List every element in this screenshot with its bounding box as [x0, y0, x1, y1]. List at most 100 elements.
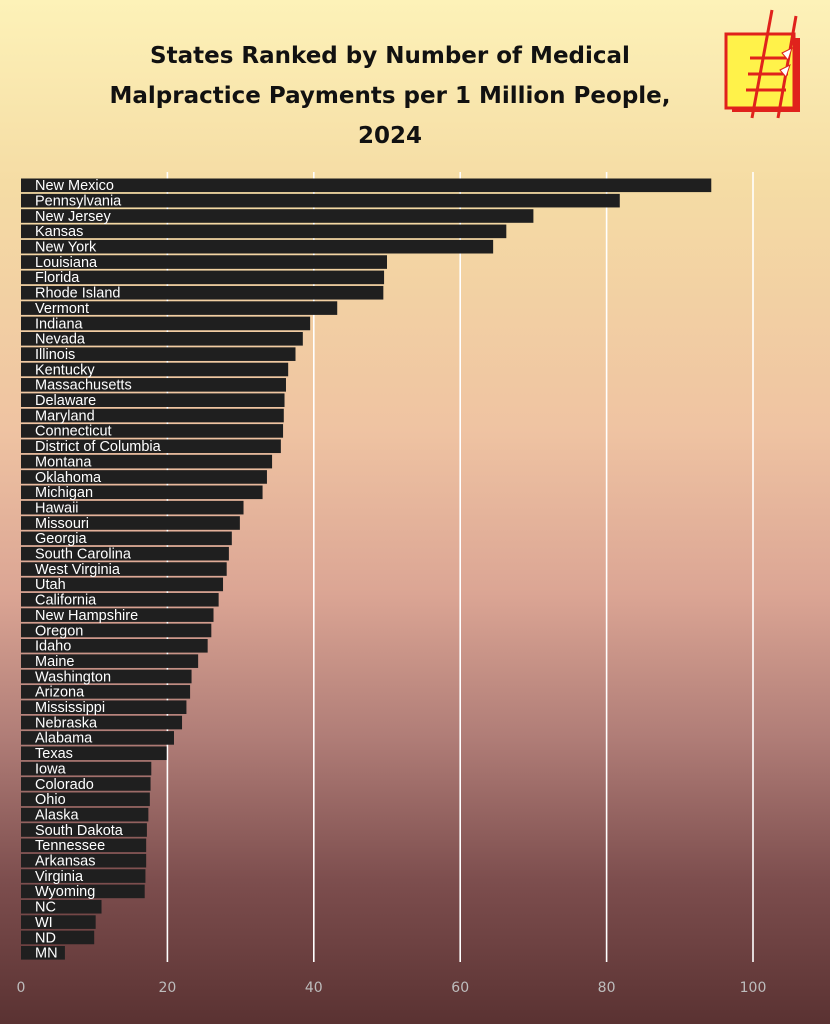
bar [21, 669, 192, 684]
bar [21, 239, 494, 254]
bar-label: Florida [35, 270, 80, 286]
bar-label: Georgia [35, 531, 88, 547]
chart-title-line-3: 2024 [357, 123, 422, 149]
bar-label: Idaho [35, 639, 71, 655]
bar-label: Nebraska [35, 715, 98, 731]
bar-label: South Carolina [35, 547, 132, 563]
bar [21, 700, 187, 714]
bar-label: Alabama [35, 731, 93, 747]
bar [21, 792, 150, 807]
bar [21, 592, 219, 607]
bar-label: California [35, 593, 97, 609]
bar-label: Texas [35, 746, 73, 762]
bar-label: Maine [35, 654, 75, 670]
bar-label: Wyoming [35, 884, 95, 900]
bar-label: Maryland [35, 408, 95, 424]
x-tick-label: 60 [451, 980, 469, 996]
bar-label: Illinois [35, 347, 75, 363]
bar-label: MN [35, 946, 58, 962]
x-tick-label: 0 [17, 980, 26, 996]
bar-label: Massachusetts [35, 378, 132, 394]
bar-label: Washington [35, 669, 111, 685]
bar [21, 869, 146, 883]
bar [21, 347, 296, 361]
bar-label: Kentucky [35, 362, 95, 378]
bar [21, 378, 286, 392]
bar-label: Michigan [35, 485, 93, 501]
bar [21, 178, 712, 193]
bar [21, 285, 384, 300]
bar-label: Mississippi [35, 700, 105, 716]
bar [21, 224, 507, 239]
bar [21, 270, 385, 285]
bar-label: Oklahoma [35, 470, 102, 486]
bar [21, 915, 96, 929]
bar [21, 301, 338, 315]
bar [21, 731, 174, 745]
bar-label: Indiana [35, 316, 84, 332]
x-tick-label: 20 [158, 980, 176, 996]
chart-title: States Ranked by Number of Medical Malpr… [90, 36, 690, 156]
bar-label: New Hampshire [35, 608, 138, 624]
ladder-logo-icon [724, 9, 800, 119]
bar-label: South Dakota [35, 823, 124, 839]
bar [21, 823, 147, 837]
x-tick-label: 80 [598, 980, 616, 996]
bar-label: Delaware [35, 393, 96, 409]
bar [21, 439, 281, 454]
bar [21, 209, 534, 223]
chart-title-line-2: Malpractice Payments per 1 Million Peopl… [109, 83, 671, 109]
bar [21, 500, 244, 515]
bar [21, 761, 152, 776]
bar [21, 531, 232, 546]
bar-label: ND [35, 930, 56, 946]
bar [21, 255, 387, 269]
bar-label: Alaska [35, 807, 79, 823]
bar-label: Arkansas [35, 854, 95, 870]
chart-title-line-1: States Ranked by Number of Medical [150, 43, 630, 69]
bar [21, 577, 224, 592]
bar [21, 777, 151, 791]
bar-label: WI [35, 915, 53, 931]
bar [21, 393, 285, 407]
bar [21, 715, 183, 730]
bar-label: Montana [35, 454, 92, 470]
bar [21, 639, 208, 653]
bar [21, 470, 267, 484]
bar [21, 884, 145, 899]
bar-label: Arizona [35, 685, 85, 701]
bar [21, 562, 227, 576]
bar-label: New Jersey [35, 209, 111, 225]
bar [21, 316, 311, 331]
bar [21, 899, 102, 914]
x-tick-label: 40 [305, 980, 323, 996]
bar [21, 485, 263, 500]
bar-label: Vermont [35, 301, 89, 317]
bar-label: West Virginia [35, 562, 121, 578]
bars [21, 178, 712, 960]
bar [21, 546, 229, 561]
bar-label: Colorado [35, 777, 94, 793]
bar [21, 853, 147, 868]
bar-label: Nevada [35, 332, 86, 348]
bar-label: NC [35, 900, 56, 916]
bar-label: Oregon [35, 623, 83, 639]
bar [21, 362, 289, 377]
bar [21, 654, 199, 668]
bar [21, 193, 620, 208]
bar [21, 946, 65, 960]
bar-label: Ohio [35, 792, 66, 808]
bar-label: Rhode Island [35, 286, 120, 302]
bar-label: Hawaii [35, 500, 79, 516]
bar-label: Missouri [35, 516, 89, 532]
bar-label: Kansas [35, 224, 83, 240]
x-tick-label: 100 [740, 980, 767, 996]
bar-label: District of Columbia [35, 439, 162, 455]
bar [21, 408, 284, 423]
bar-label: Iowa [35, 761, 67, 777]
bar-label: Tennessee [35, 838, 105, 854]
bar [21, 807, 149, 822]
bar [21, 930, 95, 945]
